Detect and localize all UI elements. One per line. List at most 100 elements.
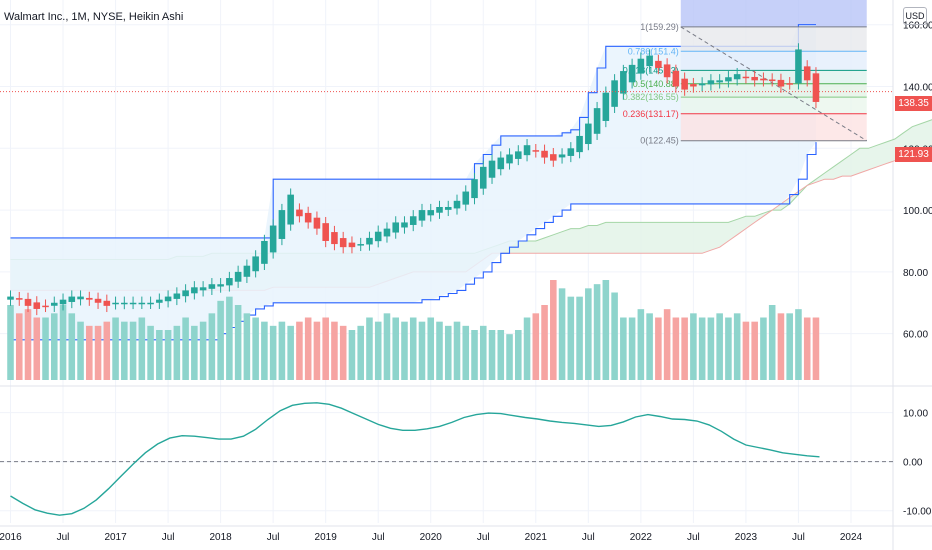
volume-bar xyxy=(523,317,531,380)
volume-bar xyxy=(409,317,417,380)
volume-bar xyxy=(401,321,408,380)
fib-level-label: 0.382(136.55) xyxy=(623,92,679,102)
candle-body xyxy=(322,223,329,241)
candle-body xyxy=(777,79,785,87)
fib-level-label: 1(159.29) xyxy=(640,22,679,32)
candle-body xyxy=(803,66,811,81)
candle-body xyxy=(541,150,548,158)
cloud-band xyxy=(10,119,932,291)
candle-body xyxy=(182,290,189,297)
volume-bar xyxy=(86,325,93,380)
low-price-tag: 121.93 xyxy=(895,147,932,162)
volume-bar xyxy=(278,321,286,380)
volume-bar xyxy=(374,321,382,380)
candle-body xyxy=(304,212,312,223)
volume-bar xyxy=(164,330,172,380)
candle-body xyxy=(269,225,277,253)
volume-bar xyxy=(392,317,400,380)
volume-bar xyxy=(243,313,251,380)
candle-body xyxy=(532,150,540,152)
candle-body xyxy=(147,302,154,305)
price-axis-label: 140.00 xyxy=(903,83,932,94)
candle-body xyxy=(444,206,452,210)
currency-badge[interactable]: USD xyxy=(903,7,927,25)
volume-bar xyxy=(515,330,522,380)
volume-bar xyxy=(611,292,618,380)
candle-body xyxy=(173,293,181,299)
volume-bar xyxy=(436,321,443,380)
symbol-title: Walmart Inc., 1M, NYSE, Heikin Ashi xyxy=(4,11,184,23)
volume-bar xyxy=(479,325,487,380)
fib-level-label: 0.786(151.4) xyxy=(628,46,679,56)
candle-body xyxy=(94,298,102,303)
candle-body xyxy=(593,108,601,134)
candle-body xyxy=(348,242,356,248)
candle-body xyxy=(68,296,76,302)
volume-bar xyxy=(733,313,741,380)
time-axis-label: Jul xyxy=(792,532,805,543)
volume-bar xyxy=(698,317,706,380)
volume-bar xyxy=(803,317,811,380)
volume-bar xyxy=(655,317,662,380)
volume-bar xyxy=(156,330,163,380)
time-axis-label: Jul xyxy=(687,532,700,543)
candle-body xyxy=(129,302,137,305)
volume-bar xyxy=(42,317,49,380)
volume-bar xyxy=(348,330,356,380)
fib-zone xyxy=(680,97,867,114)
volume-bar xyxy=(24,309,32,380)
volume-bar xyxy=(173,325,181,380)
time-axis-label: 2024 xyxy=(840,532,863,543)
volume-bar xyxy=(786,313,793,380)
volume-bar xyxy=(725,317,732,380)
osc-axis-label: 10.00 xyxy=(903,409,928,420)
volume-bar xyxy=(471,330,478,380)
volume-bar xyxy=(68,313,76,380)
candle-body xyxy=(313,217,321,229)
volume-bar xyxy=(453,321,461,380)
volume-bar xyxy=(567,296,575,380)
price-axis-label: 60.00 xyxy=(903,330,928,341)
candle-body xyxy=(191,287,198,294)
time-axis-label: Jul xyxy=(477,532,490,543)
candle-body xyxy=(50,302,58,306)
candle-body xyxy=(427,210,435,216)
time-axis-label: Jul xyxy=(267,532,280,543)
current-price-tag: 138.35 xyxy=(895,96,932,111)
candle-body xyxy=(243,265,251,277)
volume-bar xyxy=(59,305,67,380)
candle-body xyxy=(418,210,426,221)
candle-body xyxy=(786,83,793,85)
candle-body xyxy=(698,83,706,86)
fib-trend-line xyxy=(680,26,867,142)
candle-body xyxy=(462,191,470,205)
candle-body xyxy=(234,271,242,282)
volume-bar xyxy=(322,317,329,380)
candle-body xyxy=(59,299,67,305)
volume-bar xyxy=(199,321,207,380)
volume-bar xyxy=(77,321,84,380)
volume-bar xyxy=(620,317,627,380)
fib-level-label: 0(122.45) xyxy=(640,136,679,146)
volume-bar xyxy=(427,317,435,380)
candle-body xyxy=(655,60,662,68)
volume-bar xyxy=(217,300,224,380)
volume-bar xyxy=(296,321,303,380)
volume-bar xyxy=(576,296,583,380)
volume-bar xyxy=(795,309,802,380)
osc-axis-label: -10.00 xyxy=(903,507,932,518)
candle-body xyxy=(585,123,592,145)
donchian-upper xyxy=(10,24,816,239)
candle-body xyxy=(112,302,119,305)
volume-bar xyxy=(208,313,216,380)
candle-body xyxy=(681,78,688,90)
volume-bar xyxy=(33,317,41,380)
volume-bar xyxy=(716,313,723,380)
time-axis-label: 2023 xyxy=(735,532,758,543)
candle-body xyxy=(331,232,338,245)
volume-bar xyxy=(681,317,688,380)
candle-body xyxy=(296,209,303,217)
candle-body xyxy=(401,222,408,228)
candle-body xyxy=(620,71,627,94)
